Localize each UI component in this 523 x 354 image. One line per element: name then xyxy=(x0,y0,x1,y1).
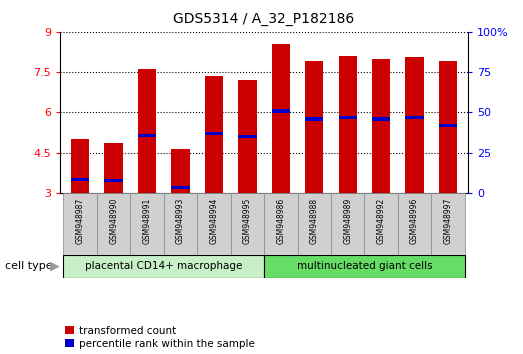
Bar xyxy=(331,193,365,255)
Bar xyxy=(238,135,257,138)
Bar xyxy=(197,193,231,255)
Bar xyxy=(405,57,424,193)
Bar xyxy=(372,118,390,121)
Text: GSM948990: GSM948990 xyxy=(109,198,118,244)
Bar xyxy=(264,255,465,278)
Text: GSM948992: GSM948992 xyxy=(377,198,385,244)
Bar xyxy=(138,133,156,137)
Bar xyxy=(372,59,390,193)
Text: GSM948997: GSM948997 xyxy=(444,198,452,244)
Bar xyxy=(365,193,398,255)
Bar xyxy=(97,193,130,255)
Text: GSM948993: GSM948993 xyxy=(176,198,185,244)
Bar xyxy=(172,186,190,189)
Bar xyxy=(205,132,223,136)
Bar xyxy=(271,109,290,113)
Text: cell type: cell type xyxy=(5,261,53,272)
Text: ▶: ▶ xyxy=(50,260,60,273)
Bar xyxy=(439,61,457,193)
Bar xyxy=(405,116,424,119)
Bar xyxy=(164,193,197,255)
Text: GSM948987: GSM948987 xyxy=(76,198,85,244)
Bar xyxy=(305,118,323,121)
Bar xyxy=(439,124,457,127)
Bar xyxy=(231,193,264,255)
Bar xyxy=(338,116,357,119)
Bar xyxy=(130,193,164,255)
Bar xyxy=(105,179,123,182)
Bar xyxy=(63,255,264,278)
Text: GDS5314 / A_32_P182186: GDS5314 / A_32_P182186 xyxy=(174,12,355,27)
Bar xyxy=(105,143,123,193)
Text: GSM948988: GSM948988 xyxy=(310,198,319,244)
Bar xyxy=(305,61,323,193)
Bar xyxy=(63,193,97,255)
Text: GSM948989: GSM948989 xyxy=(343,198,352,244)
Bar xyxy=(138,69,156,193)
Bar xyxy=(398,193,431,255)
Text: GSM948986: GSM948986 xyxy=(276,198,286,244)
Bar xyxy=(271,44,290,193)
Text: GSM948991: GSM948991 xyxy=(143,198,152,244)
Text: GSM948996: GSM948996 xyxy=(410,198,419,244)
Bar xyxy=(238,80,257,193)
Text: GSM948994: GSM948994 xyxy=(209,198,219,244)
Text: GSM948995: GSM948995 xyxy=(243,198,252,244)
Bar xyxy=(71,178,89,181)
Text: multinucleated giant cells: multinucleated giant cells xyxy=(297,261,432,272)
Text: placental CD14+ macrophage: placental CD14+ macrophage xyxy=(85,261,243,272)
Legend: transformed count, percentile rank within the sample: transformed count, percentile rank withi… xyxy=(65,326,255,349)
Bar xyxy=(205,76,223,193)
Bar xyxy=(431,193,465,255)
Bar xyxy=(172,149,190,193)
Bar xyxy=(264,193,298,255)
Bar xyxy=(71,139,89,193)
Bar xyxy=(298,193,331,255)
Bar xyxy=(338,56,357,193)
